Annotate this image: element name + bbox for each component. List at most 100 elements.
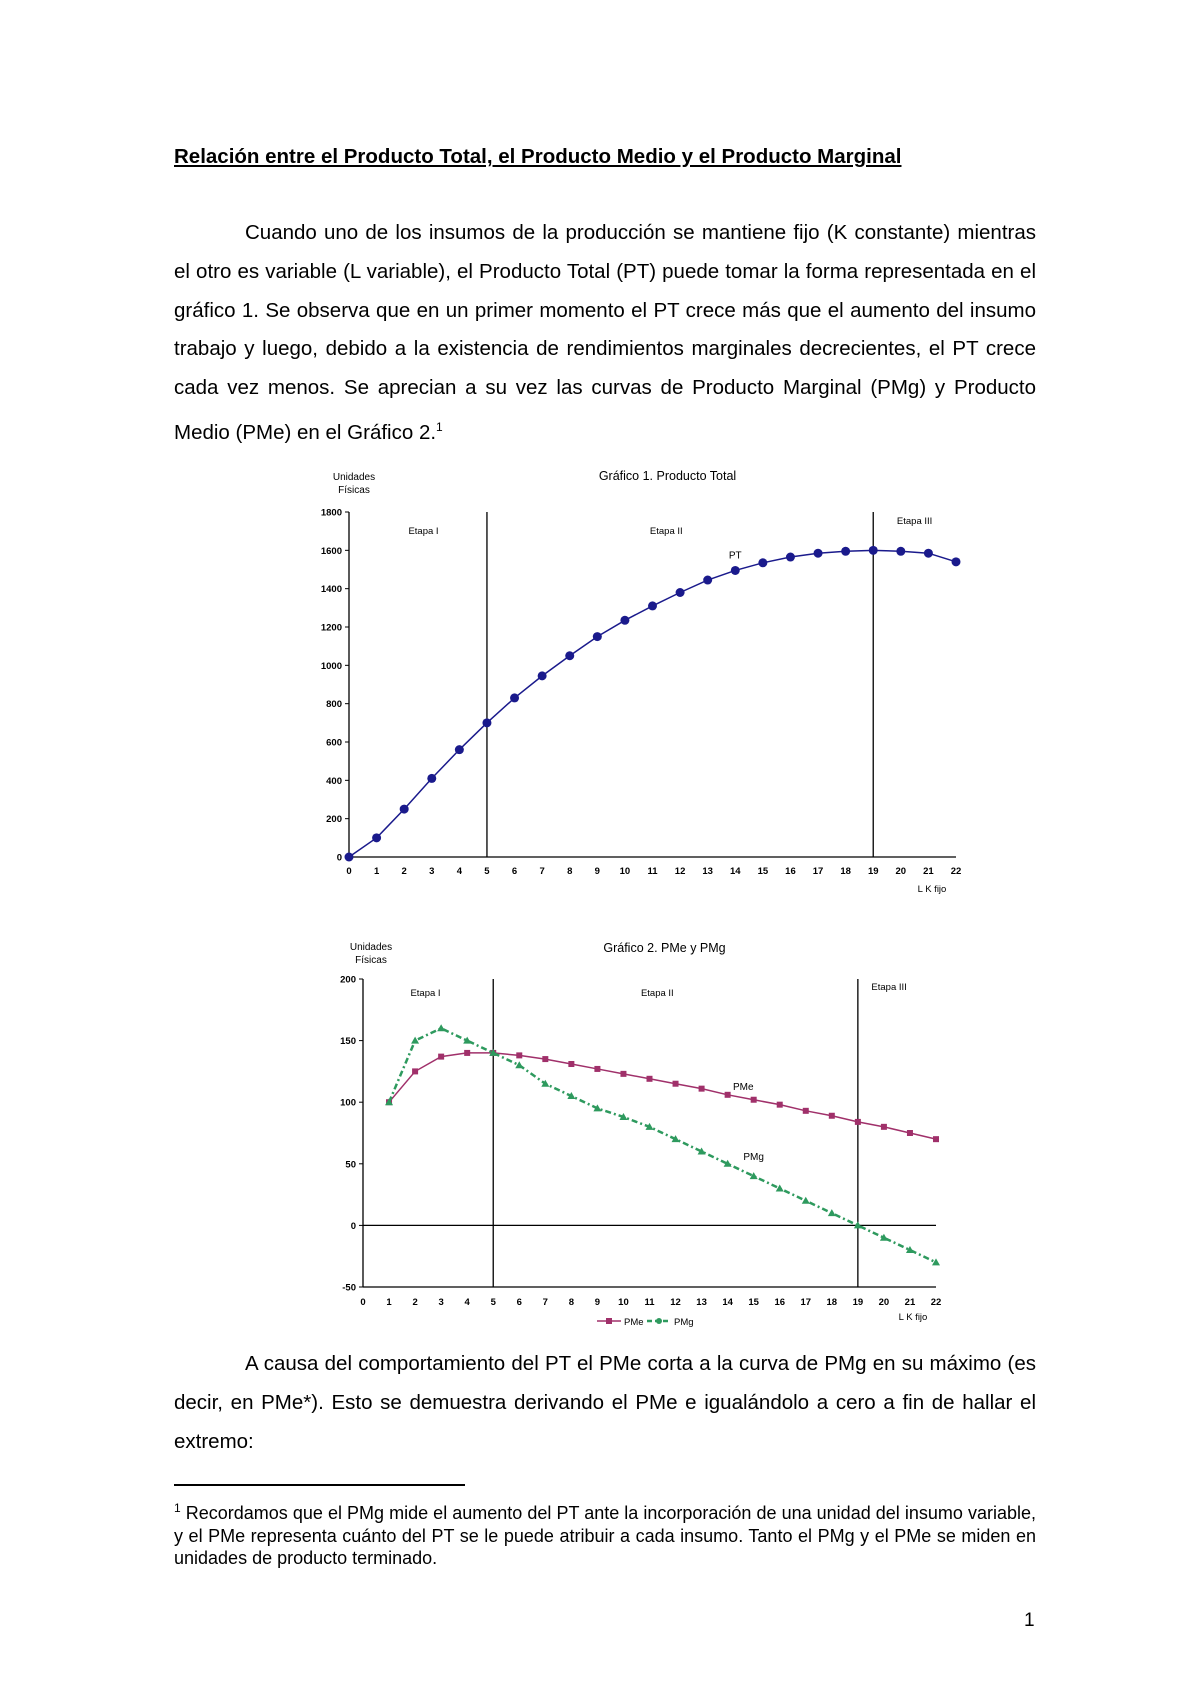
y-axis-label: Físicas xyxy=(355,955,387,966)
x-tick-label: 10 xyxy=(620,866,631,877)
x-tick-label: 9 xyxy=(595,1297,600,1308)
data-point-pme xyxy=(802,1107,809,1114)
x-axis-label: L K fijo xyxy=(899,1312,928,1323)
data-point-pme xyxy=(672,1080,679,1087)
y-tick-label: 1000 xyxy=(321,661,342,672)
series-label-pt: PT xyxy=(729,550,742,561)
data-point-pt xyxy=(868,545,878,555)
data-point-pt xyxy=(841,546,851,556)
x-tick-label: 2 xyxy=(402,866,407,877)
data-point-pmg xyxy=(905,1246,914,1254)
data-point-pme xyxy=(594,1065,601,1072)
stage-label: Etapa III xyxy=(897,516,932,527)
series-line-pme xyxy=(388,1052,937,1140)
x-tick-label: 5 xyxy=(484,866,490,877)
x-tick-label: 17 xyxy=(800,1297,811,1308)
stage-label: Etapa I xyxy=(410,988,440,999)
data-point-pme xyxy=(438,1053,445,1060)
footnote-separator xyxy=(174,1484,465,1486)
y-tick-label: 200 xyxy=(326,814,342,825)
x-tick-label: 11 xyxy=(647,866,658,877)
data-point-pt xyxy=(482,718,492,728)
data-point-pme xyxy=(568,1061,575,1068)
data-point-pmg xyxy=(801,1196,810,1204)
footnote-reference[interactable]: 1 xyxy=(436,419,443,434)
y-tick-label: 1800 xyxy=(321,508,342,519)
paragraph-2: A causa del comportamiento del PT el PMe… xyxy=(174,1345,1036,1461)
series-line-pt xyxy=(348,549,957,858)
x-tick-label: 22 xyxy=(931,1297,942,1308)
x-tick-label: 18 xyxy=(840,866,851,877)
x-tick-label: 0 xyxy=(360,1297,365,1308)
stage-label: Etapa II xyxy=(650,526,683,537)
series-label-pme: PMe xyxy=(733,1082,754,1093)
data-point-pme xyxy=(516,1052,523,1059)
x-tick-label: 4 xyxy=(465,1297,471,1308)
y-tick-label: 400 xyxy=(326,776,342,787)
x-tick-label: 9 xyxy=(595,866,600,877)
y-tick-label: 1600 xyxy=(321,546,342,557)
x-tick-label: 1 xyxy=(374,866,380,877)
data-point-pmg xyxy=(619,1112,628,1120)
data-point-pmg xyxy=(489,1048,498,1056)
data-point-pt xyxy=(537,671,547,681)
x-axis-label: L K fijo xyxy=(918,884,947,895)
data-point-pt xyxy=(454,745,464,755)
data-point-pt xyxy=(675,588,685,597)
document-title: Relación entre el Producto Total, el Pro… xyxy=(174,145,902,168)
data-point-pmg xyxy=(775,1184,784,1192)
data-point-pme xyxy=(464,1049,471,1056)
x-tick-label: 0 xyxy=(346,866,351,877)
data-point-pt xyxy=(951,557,961,567)
data-point-pt xyxy=(923,548,933,558)
data-point-pt xyxy=(648,601,657,611)
stage-label: Etapa III xyxy=(871,982,906,993)
paragraph-1: Cuando uno de los insumos de la producci… xyxy=(174,214,1036,453)
data-point-pt xyxy=(565,651,575,661)
y-tick-label: 200 xyxy=(340,975,356,986)
y-tick-label: 1400 xyxy=(321,584,342,595)
data-point-pmg xyxy=(723,1159,732,1167)
x-tick-label: 3 xyxy=(429,866,434,877)
x-tick-label: 14 xyxy=(730,866,741,877)
x-tick-label: 13 xyxy=(696,1297,707,1308)
x-tick-label: 22 xyxy=(951,866,962,877)
data-point-pmg xyxy=(411,1036,420,1044)
x-tick-label: 3 xyxy=(438,1297,443,1308)
legend-label-pmg: PMg xyxy=(674,1317,694,1328)
data-point-pt xyxy=(399,804,409,814)
data-point-pmg xyxy=(697,1147,706,1155)
data-point-pmg xyxy=(853,1221,862,1229)
data-point-pt xyxy=(427,773,437,783)
data-point-pme xyxy=(412,1068,419,1075)
footnote-mark: 1 xyxy=(174,1501,181,1515)
data-point-pme xyxy=(646,1075,653,1082)
footnote: 1 Recordamos que el PMg mide el aumento … xyxy=(174,1497,1036,1570)
data-point-pmg xyxy=(541,1079,550,1087)
x-tick-label: 21 xyxy=(905,1297,916,1308)
data-point-pmg xyxy=(515,1061,524,1069)
x-tick-label: 10 xyxy=(618,1297,629,1308)
data-point-pt xyxy=(620,615,630,625)
legend-marker-pmg xyxy=(656,1318,662,1324)
data-point-pme xyxy=(828,1112,835,1119)
x-tick-label: 1 xyxy=(386,1297,392,1308)
x-tick-label: 15 xyxy=(748,1297,759,1308)
x-tick-label: 12 xyxy=(675,866,686,877)
data-point-pme xyxy=(776,1101,783,1108)
x-tick-label: 13 xyxy=(702,866,713,877)
x-tick-label: 15 xyxy=(758,866,769,877)
y-tick-label: 1200 xyxy=(321,623,342,634)
data-point-pt xyxy=(703,575,713,585)
data-point-pmg xyxy=(827,1209,836,1217)
paragraph-1-text: Cuando uno de los insumos de la producci… xyxy=(174,221,1036,444)
data-point-pmg xyxy=(463,1036,472,1044)
y-axis-label: Unidades xyxy=(333,472,375,483)
y-tick-label: 600 xyxy=(326,738,342,749)
x-tick-label: 7 xyxy=(539,866,544,877)
y-axis-label: Físicas xyxy=(338,485,370,496)
y-tick-label: 50 xyxy=(345,1159,356,1170)
x-tick-label: 2 xyxy=(412,1297,417,1308)
